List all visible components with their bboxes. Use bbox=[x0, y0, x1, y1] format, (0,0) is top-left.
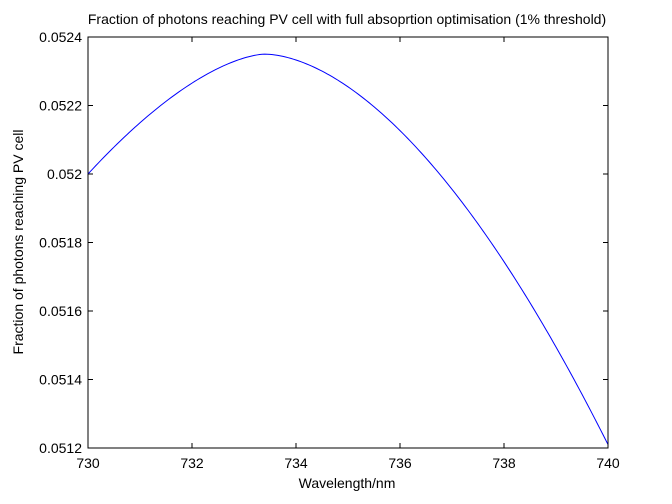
y-tick-label: 0.052 bbox=[47, 166, 82, 182]
x-tick-label: 736 bbox=[388, 455, 412, 471]
chart-title: Fraction of photons reaching PV cell wit… bbox=[88, 11, 606, 27]
x-axis-label: Wavelength/nm bbox=[299, 475, 396, 491]
y-tick-label: 0.0512 bbox=[39, 440, 82, 456]
x-axis: 730 732 734 736 738 740 bbox=[76, 37, 620, 471]
y-axis: 0.0512 0.0514 0.0516 0.0518 0.052 0.0522 0.052… bbox=[39, 29, 608, 456]
x-tick-label: 732 bbox=[180, 455, 204, 471]
x-tick-label: 734 bbox=[284, 455, 308, 471]
series-line-fraction bbox=[87, 53, 609, 445]
y-tick-label: 0.0524 bbox=[39, 29, 82, 45]
y-tick-label: 0.0514 bbox=[39, 372, 82, 388]
y-axis-label: Fraction of photons reaching PV cell bbox=[10, 130, 26, 355]
y-tick-label: 0.0518 bbox=[39, 235, 82, 251]
y-tick-label: 0.0522 bbox=[39, 98, 82, 114]
y-tick-label: 0.0516 bbox=[39, 303, 82, 319]
x-tick-label: 740 bbox=[596, 455, 620, 471]
x-tick-label: 730 bbox=[76, 455, 100, 471]
x-tick-label: 738 bbox=[492, 455, 516, 471]
